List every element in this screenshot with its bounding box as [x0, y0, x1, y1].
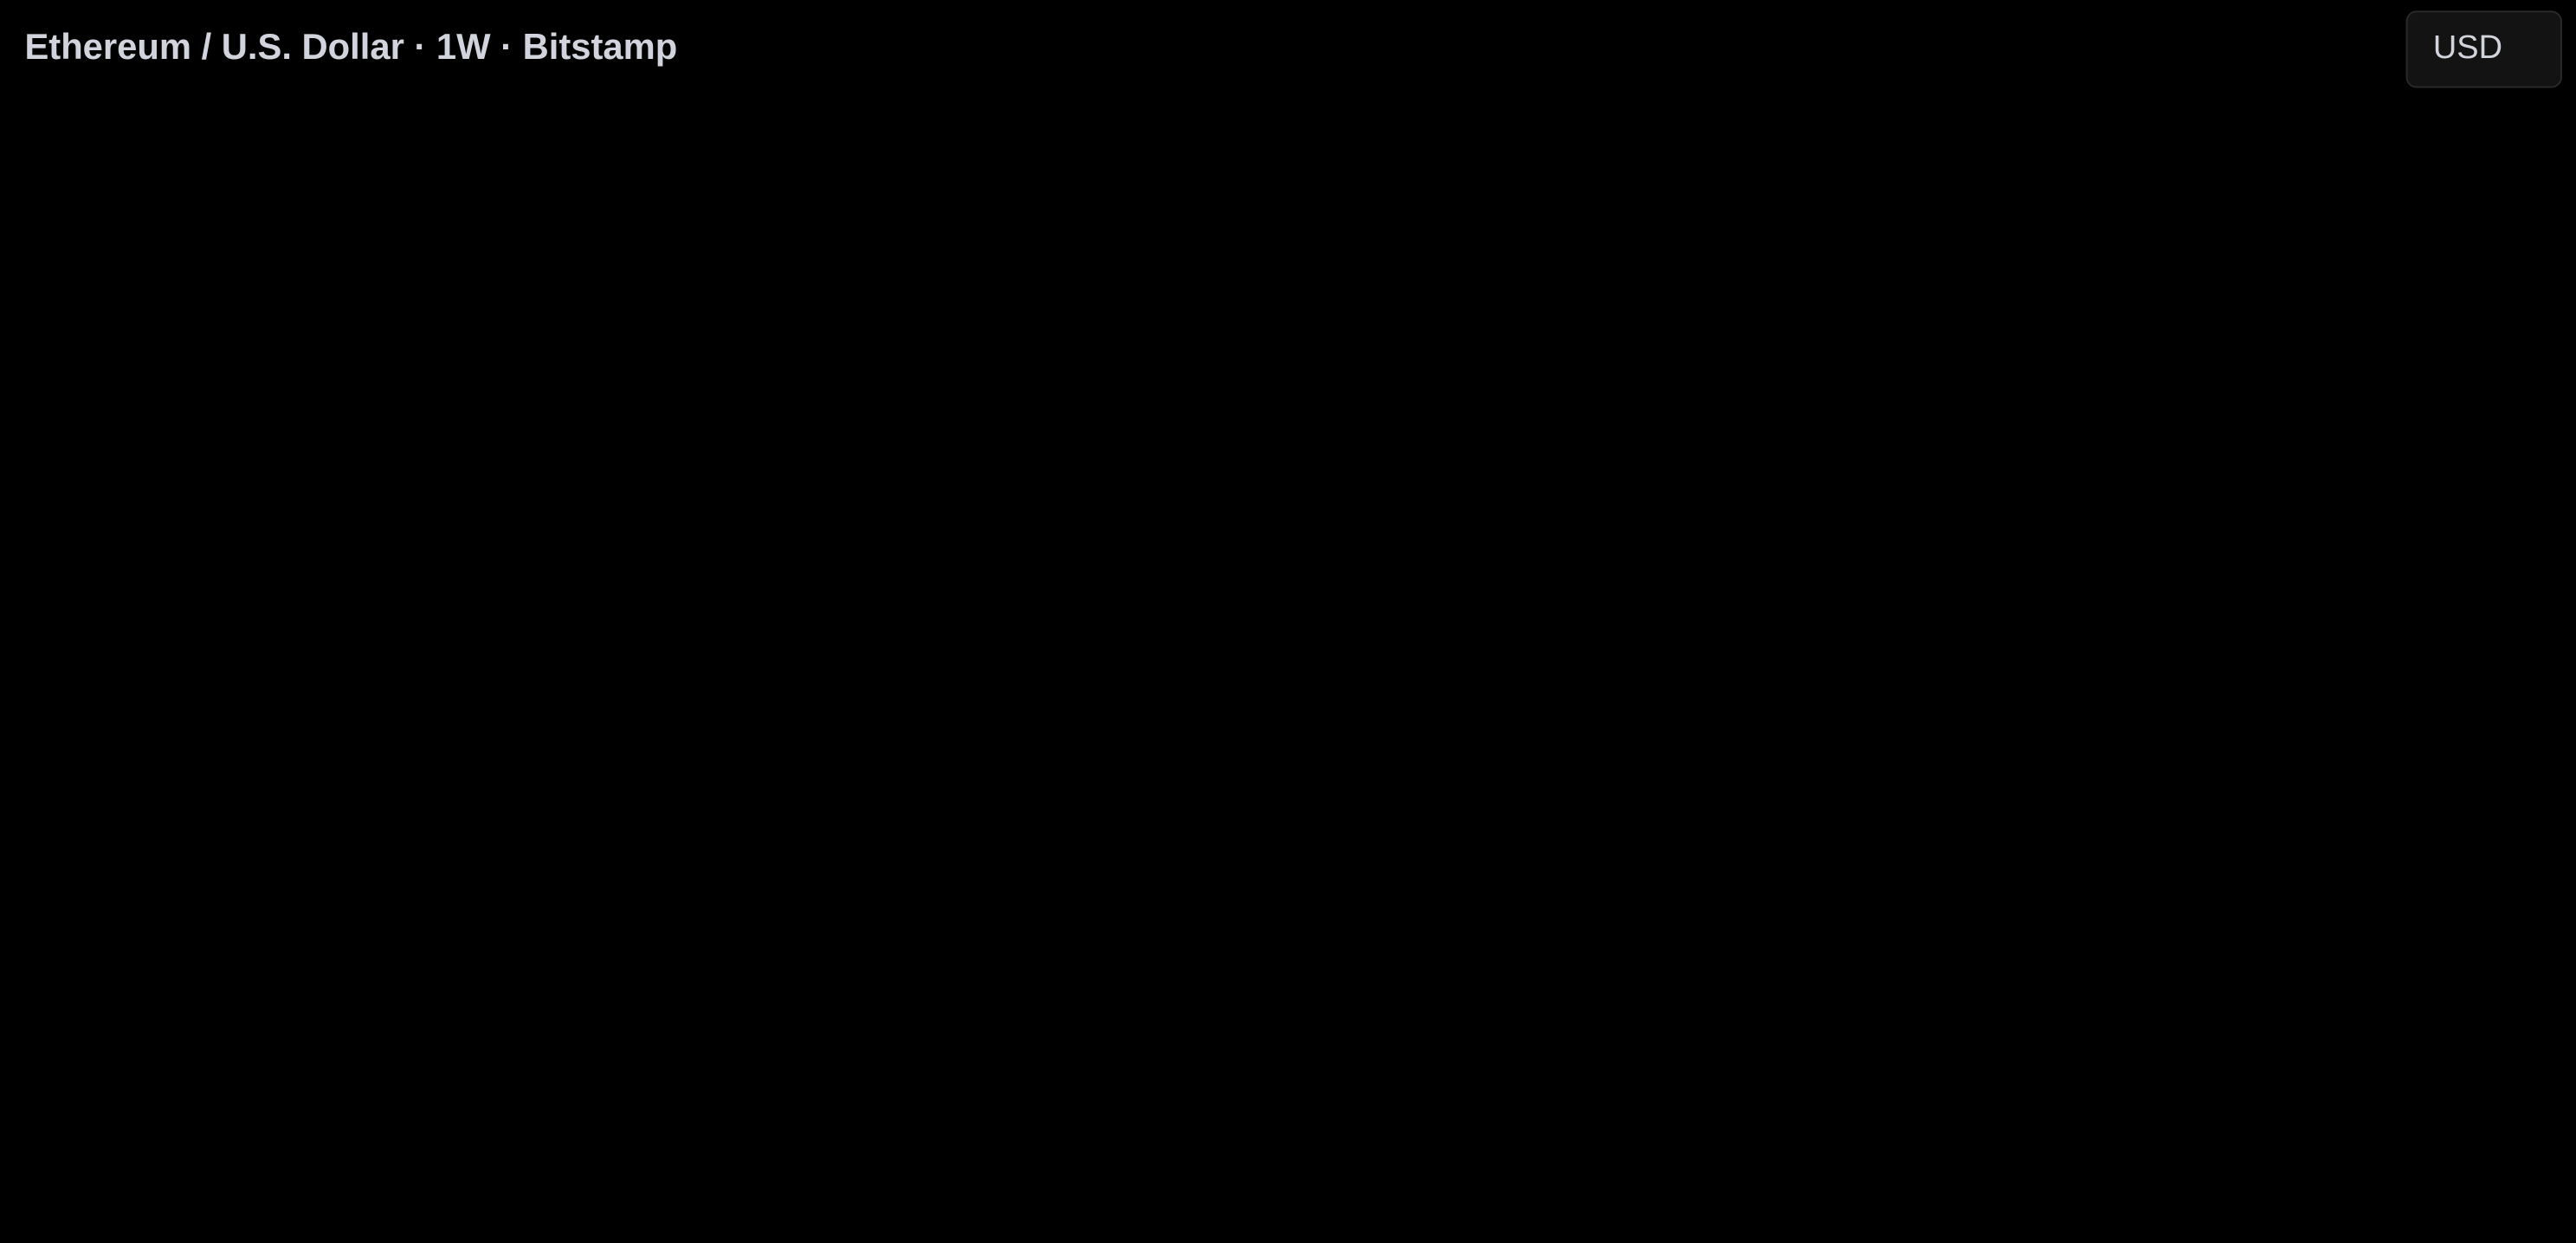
- currency-label[interactable]: USD: [2433, 29, 2502, 66]
- chart-title: Ethereum / U.S. Dollar · 1W · Bitstamp: [24, 26, 677, 67]
- currency-button[interactable]: [2405, 10, 2562, 88]
